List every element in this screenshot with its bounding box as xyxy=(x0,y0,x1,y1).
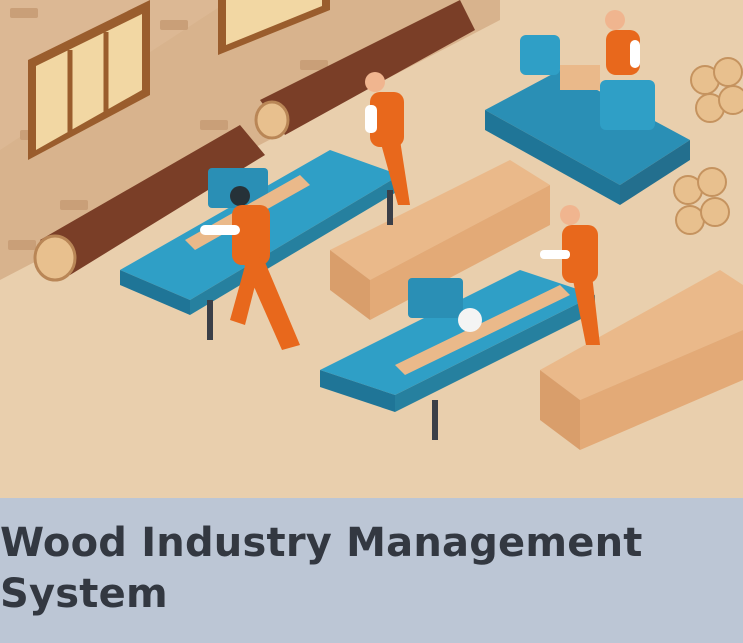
log-pile xyxy=(33,0,475,282)
window-left xyxy=(28,0,150,160)
worker-front xyxy=(200,186,300,350)
card-title[interactable]: Wood Industry Management System xyxy=(0,520,643,617)
sawmill-illustration xyxy=(0,0,743,450)
round-wood-stack xyxy=(673,57,743,235)
window-center xyxy=(218,0,330,55)
worker-right xyxy=(540,205,600,345)
lathe-machine xyxy=(485,35,690,205)
plank-stack-right xyxy=(540,270,743,450)
worker-lathe xyxy=(605,10,640,75)
saw-table-right xyxy=(320,270,595,440)
card-caption[interactable]: Wood Industry Management System xyxy=(0,498,743,643)
worker-back xyxy=(365,72,410,205)
